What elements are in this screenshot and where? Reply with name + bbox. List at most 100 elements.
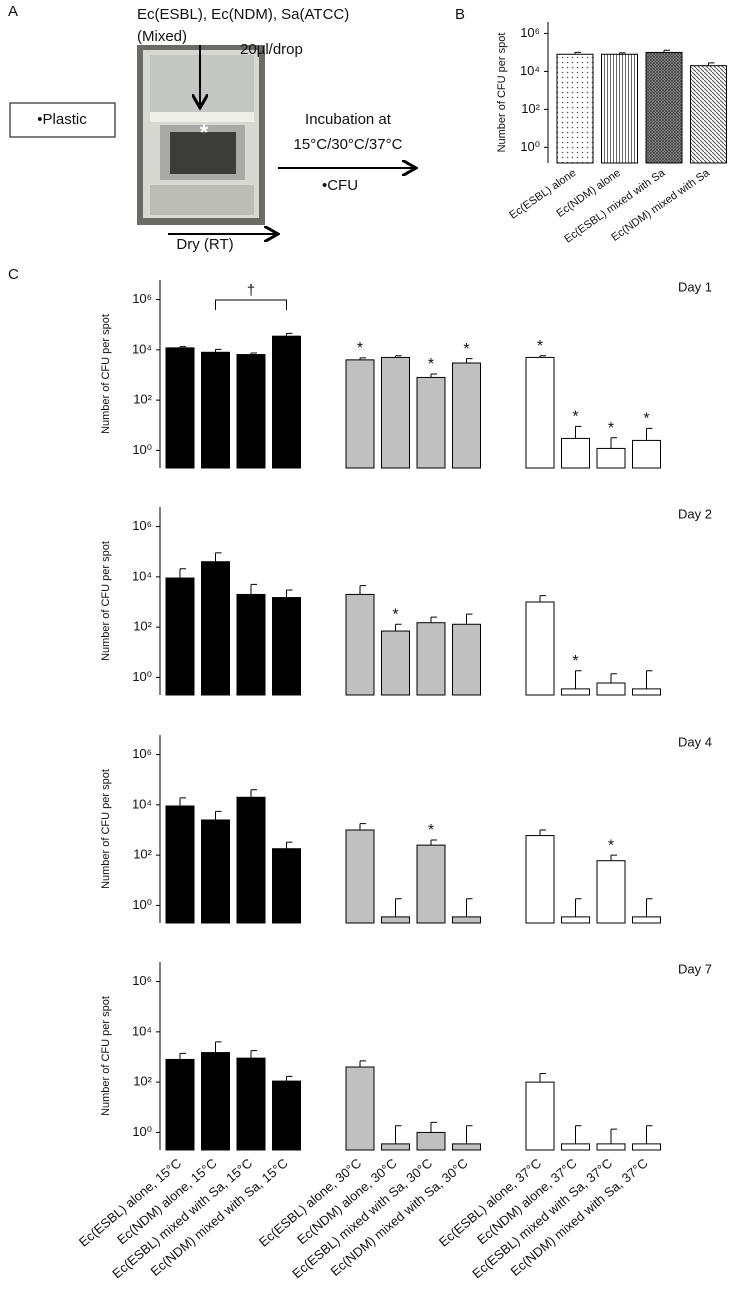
y-tick-label: 10² <box>133 1074 152 1089</box>
bar <box>556 53 594 164</box>
error-bar <box>646 670 653 689</box>
y-tick-label: 10⁰ <box>520 139 540 154</box>
bar <box>345 1066 375 1151</box>
significance-mark: * <box>608 837 614 854</box>
bar <box>272 335 301 469</box>
error-bar <box>430 373 437 378</box>
bar <box>596 682 626 696</box>
bar <box>452 362 481 469</box>
bar <box>381 630 410 696</box>
error-bar <box>610 673 617 684</box>
bracket-label: † <box>247 282 255 299</box>
error-bar <box>539 1073 546 1083</box>
bar <box>596 447 626 469</box>
panel-label: A <box>8 3 18 20</box>
error-bar <box>250 583 257 595</box>
bar <box>272 848 301 924</box>
y-tick-label: 10⁰ <box>132 1124 152 1139</box>
bar <box>201 1052 230 1151</box>
y-tick-label: 10⁴ <box>132 568 152 583</box>
bar <box>452 1143 481 1151</box>
spot-mark: * <box>200 120 209 145</box>
bar <box>690 65 727 164</box>
error-bar <box>610 437 617 449</box>
error-bar <box>539 355 546 358</box>
y-tick-label: 10⁶ <box>132 518 152 533</box>
bar <box>416 1131 446 1151</box>
error-bar <box>466 613 473 625</box>
significance-mark: * <box>357 340 363 357</box>
bar <box>272 1080 301 1151</box>
bar <box>561 688 590 696</box>
bar <box>525 835 555 924</box>
bar <box>345 593 375 696</box>
bar <box>165 347 195 469</box>
significance-mark: * <box>608 420 614 437</box>
bar <box>596 860 626 924</box>
y-axis-title: Number of CFU per spot <box>100 314 112 434</box>
temps-label: 15°C/30°C/37°C <box>294 136 403 153</box>
error-bar <box>430 616 437 623</box>
error-bar <box>610 1128 617 1144</box>
error-bar <box>430 1121 437 1133</box>
y-axis-title: Number of CFU per spot <box>100 769 112 889</box>
significance-mark: * <box>463 341 469 358</box>
bar <box>632 688 661 696</box>
y-tick-label: 10⁴ <box>132 796 152 811</box>
error-bar <box>215 552 222 562</box>
bar <box>645 51 683 164</box>
error-bar <box>250 789 257 798</box>
bar <box>236 354 266 469</box>
x-tick-label: Ec(ESBL) mixed with Sa, 37°C <box>469 1155 615 1281</box>
error-bar <box>250 1050 257 1059</box>
bar <box>525 356 555 469</box>
bar <box>561 1143 590 1151</box>
error-bar <box>179 568 186 579</box>
error-bar <box>286 1075 293 1082</box>
x-tick-label: Ec(ESBL) mixed with Sa, 30°C <box>289 1155 435 1281</box>
y-tick-label: 10⁶ <box>132 746 152 761</box>
panel-label: B <box>455 6 465 23</box>
y-tick-label: 10⁶ <box>132 291 152 306</box>
bar <box>525 601 555 696</box>
bracket <box>215 299 287 310</box>
incubation-label: Incubation at <box>305 111 392 128</box>
y-tick-label: 10⁴ <box>132 1023 152 1038</box>
error-bar <box>395 355 402 358</box>
bar <box>632 916 661 924</box>
y-axis-title: Number of CFU per spot <box>100 541 112 661</box>
bar <box>416 376 446 469</box>
significance-mark: * <box>428 822 434 839</box>
error-bar <box>179 346 186 348</box>
error-bar <box>395 623 402 632</box>
drop-label: 20µl/drop <box>240 41 303 58</box>
error-bar <box>610 854 617 861</box>
y-tick-label: 10⁴ <box>132 341 152 356</box>
error-bar <box>539 829 546 836</box>
bar <box>381 1143 410 1151</box>
error-bar <box>575 1125 582 1144</box>
surface-label: •Plastic <box>37 111 87 128</box>
error-bar <box>215 348 222 353</box>
error-bar <box>359 1060 366 1067</box>
bar <box>236 1057 266 1151</box>
error-bar <box>179 797 186 807</box>
error-bar <box>359 823 366 830</box>
panel-title: Day 1 <box>678 279 712 294</box>
bar <box>381 916 410 924</box>
bar <box>345 829 375 924</box>
y-tick-label: 10² <box>133 619 152 634</box>
bar <box>381 356 410 469</box>
x-tick-label: Ec(ESBL) mixed with Sa, 15°C <box>109 1155 255 1281</box>
bar <box>272 597 301 696</box>
bar <box>201 351 230 469</box>
error-bar <box>575 898 582 917</box>
bar <box>525 1081 555 1151</box>
bar <box>165 577 195 696</box>
error-bar <box>466 1125 473 1144</box>
panel-title: Day 7 <box>678 961 712 976</box>
dry-label: Dry (RT) <box>176 236 233 253</box>
error-bar <box>646 898 653 917</box>
